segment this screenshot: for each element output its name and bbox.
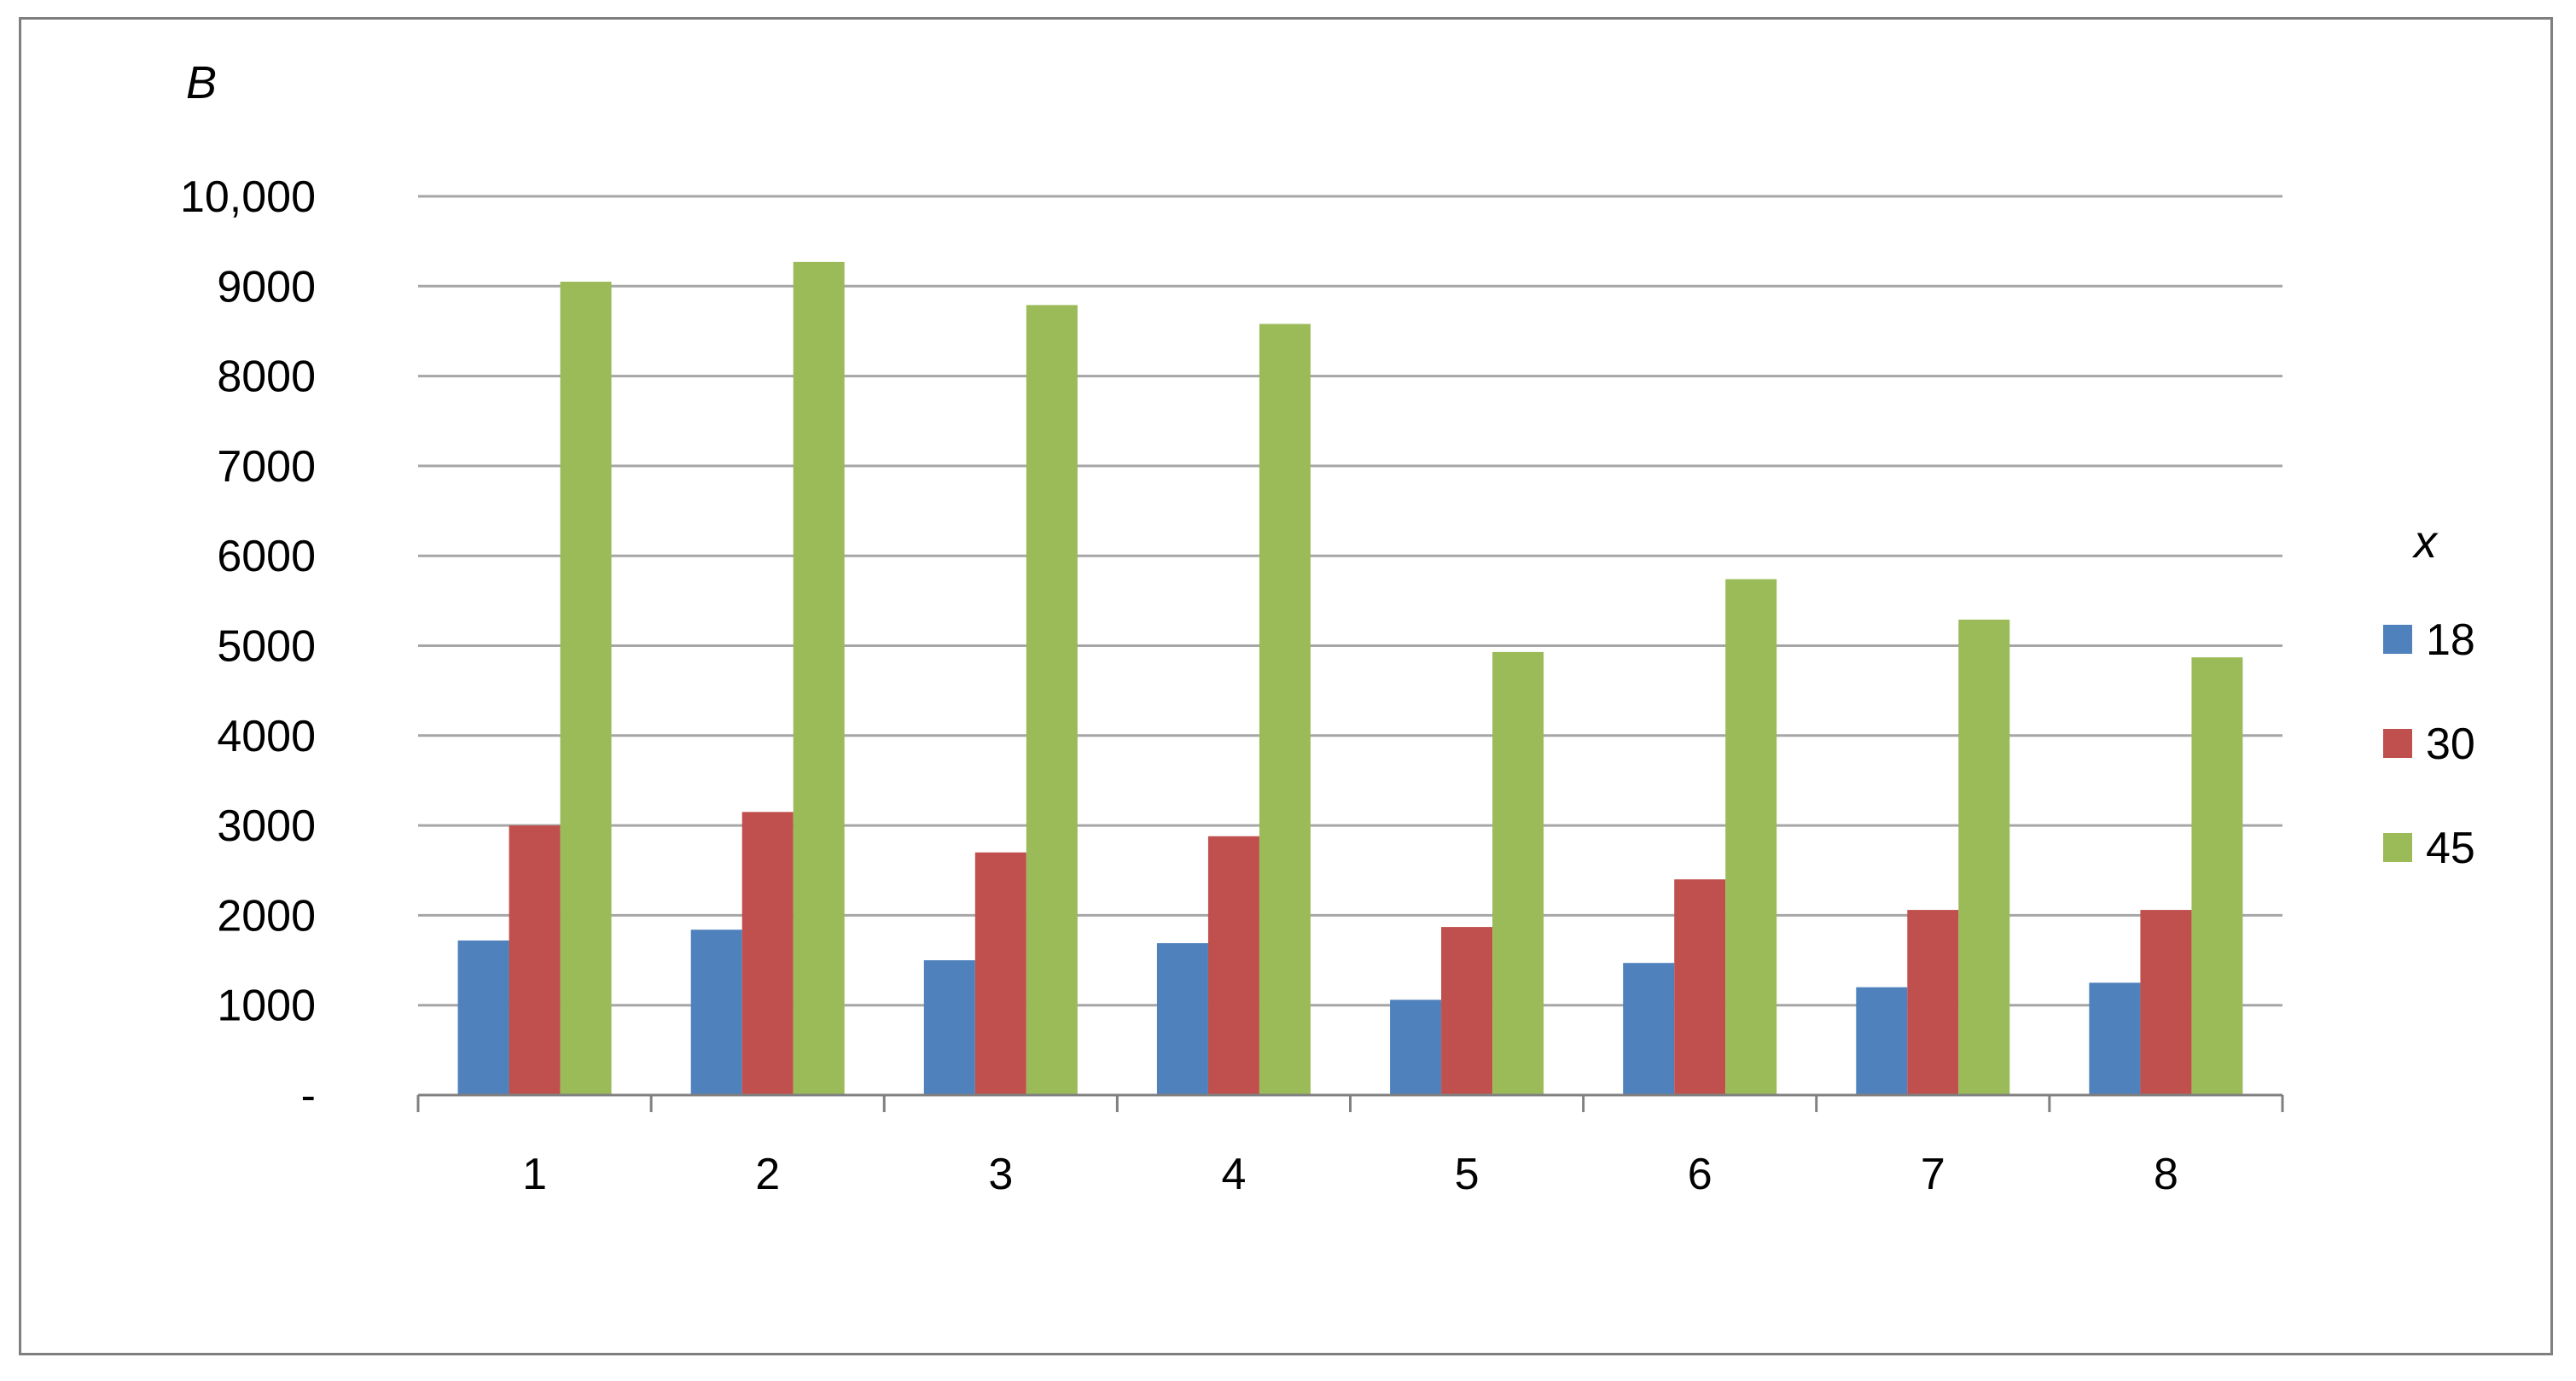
y-tick-label: - [301, 1071, 316, 1121]
x-tick-label: 5 [1455, 1150, 1480, 1199]
bar-18-cat-3 [923, 960, 975, 1095]
y-tick-label: 8000 [217, 353, 316, 402]
bar-18-cat-8 [2089, 982, 2141, 1095]
x-tick-label: 6 [1688, 1150, 1712, 1199]
y-tick-labels: - 1000 2000 3000 4000 5000 6000 7000 8000 9000 10,… [180, 172, 316, 1121]
bar-18-cat-7 [1856, 987, 1908, 1095]
x-tick-label: 2 [755, 1150, 780, 1199]
bar-30-cat-5 [1441, 927, 1493, 1095]
y-tick-label: 7000 [217, 442, 316, 492]
bar-45-cat-2 [793, 261, 845, 1095]
y-tick-label: 6000 [217, 532, 316, 581]
bar-45-cat-1 [560, 282, 612, 1095]
legend-label-45: 45 [2426, 824, 2475, 873]
x-tick-label: 8 [2154, 1150, 2178, 1199]
x-tick-labels: 1 2 3 4 5 6 7 8 [522, 1150, 2178, 1199]
y-tick-label: 2000 [217, 891, 316, 941]
bar-30-cat-8 [2140, 910, 2192, 1095]
legend-title: x [2411, 516, 2439, 568]
bar-30-cat-7 [1907, 910, 1959, 1095]
bar-45-cat-8 [2191, 657, 2243, 1095]
y-tick-label: 5000 [217, 622, 316, 672]
bar-18-cat-6 [1623, 963, 1675, 1095]
y-tick-label: 9000 [217, 262, 316, 312]
y-tick-label: 3000 [217, 801, 316, 851]
y-axis-title: B [186, 57, 217, 108]
x-tick-label: 7 [1921, 1150, 1945, 1199]
bars [457, 261, 2243, 1096]
x-tick-label: 3 [988, 1150, 1013, 1199]
legend: x 18 30 45 [2383, 516, 2475, 873]
bar-18-cat-5 [1390, 999, 1442, 1095]
bar-45-cat-7 [1958, 619, 2010, 1095]
bar-45-cat-6 [1725, 579, 1777, 1095]
bar-45-cat-4 [1259, 323, 1311, 1095]
legend-swatch-30 [2383, 729, 2412, 758]
bar-18-cat-2 [690, 929, 742, 1095]
bar-18-cat-4 [1156, 943, 1208, 1095]
bar-30-cat-6 [1674, 879, 1726, 1095]
legend-swatch-45 [2383, 833, 2412, 862]
bar-30-cat-2 [741, 812, 794, 1095]
legend-label-18: 18 [2426, 615, 2475, 665]
bar-chart: - 1000 2000 3000 4000 5000 6000 7000 8000 9000 10,… [180, 57, 2475, 1199]
bar-45-cat-3 [1026, 305, 1078, 1096]
x-tick-label: 4 [1221, 1150, 1246, 1199]
bar-30-cat-4 [1207, 836, 1259, 1095]
chart-frame: - 1000 2000 3000 4000 5000 6000 7000 8000 9000 10,… [19, 17, 2553, 1355]
bar-30-cat-3 [974, 852, 1026, 1095]
x-axis [416, 1093, 2284, 1112]
bar-30-cat-1 [509, 825, 561, 1095]
y-tick-label: 1000 [217, 982, 316, 1031]
gridlines [418, 195, 2282, 1007]
bar-45-cat-5 [1492, 651, 1544, 1095]
y-tick-label: 10,000 [180, 172, 316, 222]
x-tick-label: 1 [522, 1150, 547, 1199]
bar-18-cat-1 [457, 940, 509, 1095]
y-tick-label: 4000 [217, 712, 316, 761]
legend-label-30: 30 [2426, 720, 2475, 769]
legend-swatch-18 [2383, 625, 2412, 654]
